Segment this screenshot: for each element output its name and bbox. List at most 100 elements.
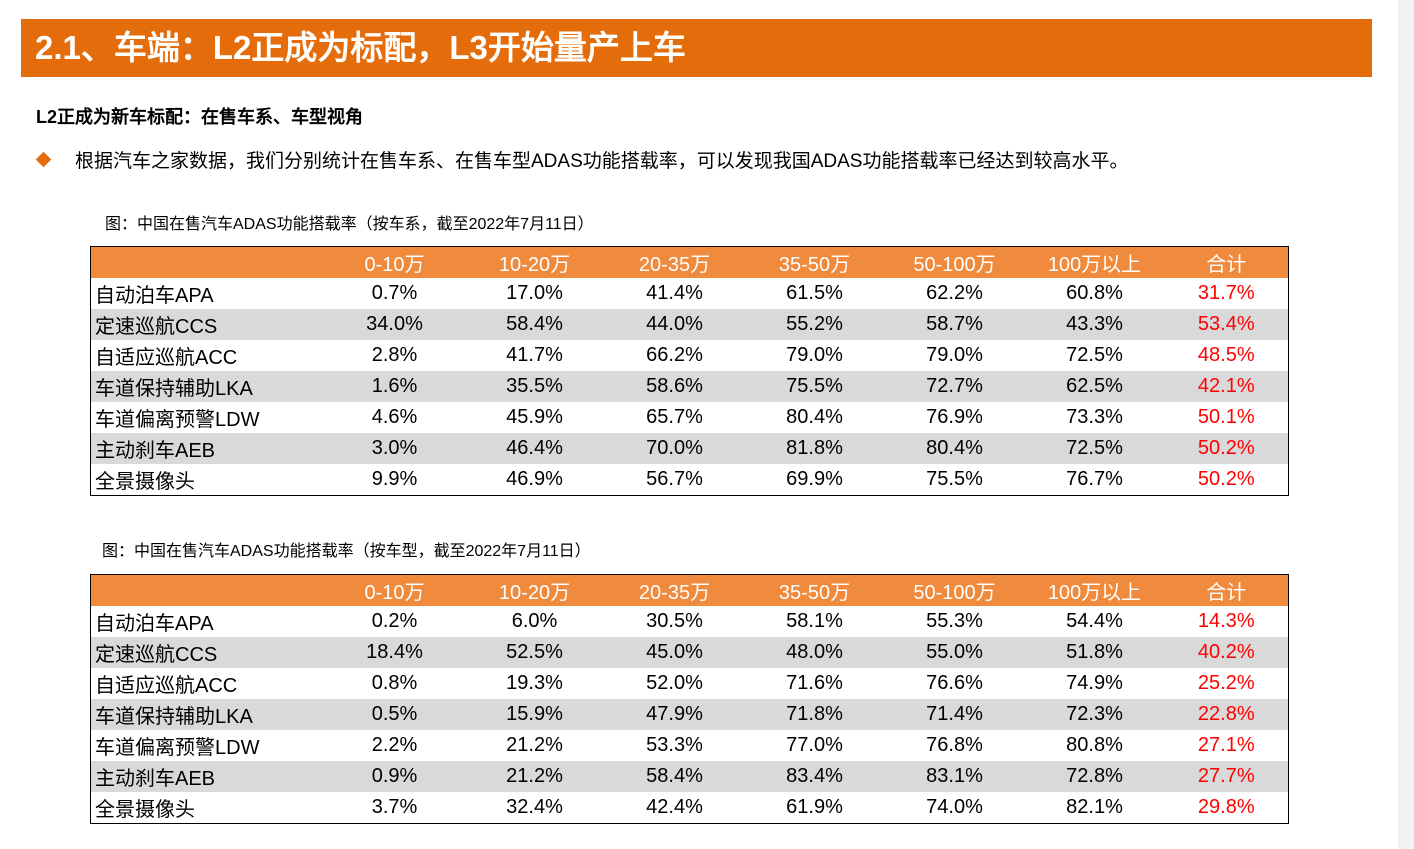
value-cell: 55.3% <box>926 610 983 632</box>
total-cell: 31.7% <box>1197 282 1255 304</box>
value-cell: 54.4% <box>1066 610 1123 632</box>
value-cell: 58.4% <box>604 761 745 792</box>
value-cell: 80.8% <box>1066 734 1123 756</box>
bullet-text: 根据汽车之家数据，我们分别统计在售车系、在售车型ADAS功能搭载率，可以发现我国… <box>75 151 1129 172</box>
page-title: 2.1、车端：L2正成为标配，L3开始量产上车 <box>21 19 1372 77</box>
row-label-cell: 定速巡航CCS <box>90 309 325 340</box>
row-label-cell: 自动泊车APA <box>95 285 214 307</box>
value-cell: 3.0% <box>324 433 465 464</box>
table2-caption: 图：中国在售汽车ADAS功能搭载率（按车型，截至2022年7月11日） <box>102 543 591 560</box>
value-cell: 45.0% <box>604 637 745 668</box>
value-cell: 55.2% <box>744 309 885 340</box>
total-cell: 29.8% <box>1197 796 1255 818</box>
value-cell: 71.4% <box>884 699 1025 730</box>
total-cell: 50.2% <box>1197 468 1255 490</box>
value-cell: 72.5% <box>1024 433 1165 464</box>
value-cell: 76.9% <box>926 406 983 428</box>
header-cell: 100万以上 <box>1024 246 1165 278</box>
table-row: 定速巡航CCS 18.4% 52.5% 45.0% 48.0% 55.0% 51.8% 40.… <box>90 637 1289 668</box>
row-label-cell: 自适应巡航ACC <box>95 675 238 697</box>
value-cell: 70.0% <box>604 433 745 464</box>
header-cell: 35-50万 <box>744 574 885 606</box>
value-cell: 80.4% <box>786 406 843 428</box>
table-row: 定速巡航CCS 34.0% 58.4% 44.0% 55.2% 58.7% 43.3% 53.… <box>90 309 1289 340</box>
value-cell: 21.2% <box>464 761 605 792</box>
value-cell: 82.1% <box>1066 796 1123 818</box>
row-label-cell: 全景摄像头 <box>95 799 195 821</box>
value-cell: 74.0% <box>926 796 983 818</box>
header-cell: 50-100万 <box>884 574 1025 606</box>
table-row: 主动刹车AEB 0.9% 21.2% 58.4% 83.4% 83.1% 72.8% 27.7… <box>90 761 1289 792</box>
total-cell: 40.2% <box>1164 637 1289 668</box>
table-row: 主动刹车AEB 3.0% 46.4% 70.0% 81.8% 80.4% 72.5% 50.2… <box>90 433 1289 464</box>
value-cell: 46.4% <box>464 433 605 464</box>
value-cell: 17.0% <box>506 282 563 304</box>
header-cell: 100万以上 <box>1024 574 1165 606</box>
value-cell: 71.6% <box>786 672 843 694</box>
value-cell: 9.9% <box>371 468 418 490</box>
header-cell: 合计 <box>1164 246 1289 278</box>
value-cell: 62.5% <box>1024 371 1165 402</box>
diamond-bullet-icon <box>35 151 52 168</box>
value-cell: 53.3% <box>646 734 703 756</box>
total-cell: 42.1% <box>1164 371 1289 402</box>
value-cell: 81.8% <box>744 433 885 464</box>
row-label-cell: 主动刹车AEB <box>90 433 325 464</box>
header-cell <box>90 246 325 278</box>
value-cell: 62.2% <box>926 282 983 304</box>
value-cell: 83.4% <box>744 761 885 792</box>
header-cell: 35-50万 <box>744 246 885 278</box>
table-header-row: 0-10万 10-20万 20-35万 35-50万 50-100万 100万以… <box>90 246 1289 278</box>
value-cell: 72.8% <box>1024 761 1165 792</box>
header-cell: 10-20万 <box>464 574 605 606</box>
total-cell: 27.1% <box>1197 734 1255 756</box>
value-cell: 0.2% <box>371 610 418 632</box>
value-cell: 58.7% <box>884 309 1025 340</box>
value-cell: 0.5% <box>324 699 465 730</box>
table1-caption: 图：中国在售汽车ADAS功能搭载率（按车系，截至2022年7月11日） <box>105 216 594 233</box>
total-cell: 48.5% <box>1197 344 1255 366</box>
bullet-paragraph: 根据汽车之家数据，我们分别统计在售车系、在售车型ADAS功能搭载率，可以发现我国… <box>35 146 1129 173</box>
value-cell: 51.8% <box>1024 637 1165 668</box>
value-cell: 71.8% <box>744 699 885 730</box>
value-cell: 79.0% <box>786 344 843 366</box>
value-cell: 76.6% <box>926 672 983 694</box>
table-row: 自适应巡航ACC 0.8% 19.3% 52.0% 71.6% 76.6% 74.9% 25.… <box>91 668 1289 699</box>
value-cell: 55.0% <box>884 637 1025 668</box>
total-cell: 14.3% <box>1197 610 1255 632</box>
value-cell: 58.4% <box>464 309 605 340</box>
value-cell: 73.3% <box>1066 406 1123 428</box>
value-cell: 46.9% <box>506 468 563 490</box>
value-cell: 19.3% <box>506 672 563 694</box>
value-cell: 60.8% <box>1066 282 1123 304</box>
value-cell: 3.7% <box>371 796 418 818</box>
total-cell: 50.2% <box>1164 433 1289 464</box>
header-cell <box>90 574 325 606</box>
value-cell: 56.7% <box>646 468 703 490</box>
value-cell: 75.5% <box>926 468 983 490</box>
value-cell: 30.5% <box>646 610 703 632</box>
value-cell: 77.0% <box>786 734 843 756</box>
value-cell: 18.4% <box>324 637 465 668</box>
value-cell: 52.5% <box>464 637 605 668</box>
value-cell: 0.7% <box>371 282 418 304</box>
value-cell: 72.3% <box>1024 699 1165 730</box>
table-row: 车道偏离预警LDW 4.6% 45.9% 65.7% 80.4% 76.9% 73.3% 50… <box>91 402 1289 433</box>
value-cell: 0.9% <box>324 761 465 792</box>
value-cell: 75.5% <box>744 371 885 402</box>
value-cell: 44.0% <box>604 309 745 340</box>
header-cell: 10-20万 <box>464 246 605 278</box>
page-edge-strip <box>1398 0 1414 849</box>
table-row: 车道保持辅助LKA 1.6% 35.5% 58.6% 75.5% 72.7% 62.5% 42… <box>90 371 1289 402</box>
value-cell: 1.6% <box>324 371 465 402</box>
header-cell: 20-35万 <box>604 246 745 278</box>
table-row: 自适应巡航ACC 2.8% 41.7% 66.2% 79.0% 79.0% 72.5% 48.… <box>91 340 1289 371</box>
header-cell: 50-100万 <box>884 246 1025 278</box>
row-label-cell: 车道偏离预警LDW <box>95 409 260 431</box>
value-cell: 41.4% <box>646 282 703 304</box>
table-row: 车道偏离预警LDW 2.2% 21.2% 53.3% 77.0% 76.8% 80.8% 27… <box>91 730 1289 761</box>
adas-table-by-series: 0-10万 10-20万 20-35万 35-50万 50-100万 100万以… <box>90 246 1289 496</box>
table-row: 全景摄像头 3.7% 32.4% 42.4% 61.9% 74.0% 82.1% 29.8% <box>91 792 1289 824</box>
row-label-cell: 车道偏离预警LDW <box>95 737 260 759</box>
value-cell: 15.9% <box>464 699 605 730</box>
